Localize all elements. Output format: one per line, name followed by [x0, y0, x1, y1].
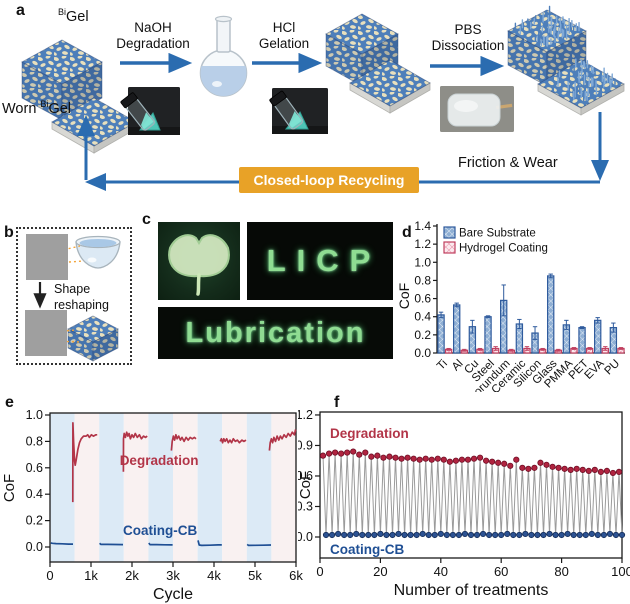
svg-text:1k: 1k [84, 568, 98, 583]
svg-text:0: 0 [46, 568, 53, 583]
reshaped-gel-cube-image [67, 315, 119, 362]
svg-text:0.6: 0.6 [26, 461, 43, 475]
svg-text:1.2: 1.2 [298, 408, 313, 422]
panel-d-label: d [402, 224, 412, 241]
svg-text:1.0: 1.0 [26, 408, 43, 422]
dissociated-brush-slab-image [537, 58, 625, 116]
svg-text:0.6: 0.6 [414, 292, 431, 306]
bigel-base: Gel [66, 8, 89, 25]
licp-photo: LICP [247, 222, 393, 300]
cof-cycle-line-chart: 0.0 0.2 0.4 0.6 0.8 1.0 0 1k 2k 3k 4k 5k 6k Cycle CoF D… [1, 408, 303, 603]
worn-bigel-label: Worn BiGel [2, 99, 71, 117]
svg-text:0.8: 0.8 [414, 273, 431, 287]
worn-prefix: Worn [2, 100, 41, 117]
panel-b-label: b [4, 224, 14, 241]
svg-text:Ti: Ti [435, 358, 450, 373]
panel-c-label: c [142, 211, 151, 228]
svg-text:CoF: CoF [298, 471, 314, 499]
svg-text:0.8: 0.8 [26, 434, 43, 448]
svg-text:Al: Al [450, 358, 466, 374]
mold-square-bottom [25, 310, 67, 356]
mold-square-top [26, 234, 68, 280]
svg-text:0: 0 [316, 564, 323, 579]
svg-text:100: 100 [611, 564, 630, 579]
svg-text:PU: PU [603, 358, 623, 378]
svg-text:Degradation: Degradation [330, 426, 409, 441]
vial-photo-1 [120, 87, 180, 135]
svg-text:Number of treatments: Number of treatments [394, 582, 549, 599]
svg-text:0.9: 0.9 [298, 438, 313, 452]
svg-text:1.4: 1.4 [414, 219, 431, 233]
svg-text:Degradation: Degradation [120, 453, 199, 468]
svg-text:1.2: 1.2 [414, 237, 431, 251]
watch-glass-bowl-icon [75, 235, 121, 269]
svg-text:2k: 2k [125, 568, 139, 583]
friction-wear-label: Friction & Wear [458, 155, 558, 171]
gel-sheet-photo [440, 86, 514, 132]
svg-text:5k: 5k [248, 568, 262, 583]
panel-e-label: e [5, 394, 14, 411]
svg-text:20: 20 [373, 564, 387, 579]
round-flask-icon [199, 15, 248, 97]
svg-text:CoF: CoF [398, 283, 412, 309]
panel-a-label: a [16, 2, 25, 19]
worn-superscript: Bi [40, 99, 49, 109]
ginkgo-leaf-shape [168, 234, 230, 296]
svg-text:CoF: CoF [1, 474, 18, 502]
reshaping-dotted-box [16, 227, 132, 365]
svg-text:1.0: 1.0 [414, 255, 431, 269]
svg-text:6k: 6k [289, 568, 303, 583]
lubrication-photo: Lubrication [158, 307, 393, 359]
svg-text:4k: 4k [207, 568, 221, 583]
shape-reshaping-label: Shape reshaping [54, 282, 109, 312]
svg-text:0.0: 0.0 [414, 346, 431, 360]
closed-loop-recycling-banner: Closed-loop Recycling [239, 167, 419, 193]
svg-text:Coating-CB: Coating-CB [123, 523, 197, 538]
svg-text:0.0: 0.0 [298, 530, 313, 544]
dissociated-brush-block-image [507, 5, 587, 87]
svg-text:0.4: 0.4 [414, 310, 431, 324]
svg-text:Cycle: Cycle [153, 586, 193, 603]
vial-photo-2 [269, 88, 328, 134]
svg-text:Coating-CB: Coating-CB [330, 542, 404, 557]
svg-text:60: 60 [494, 564, 508, 579]
bigel-label: BiGel [58, 7, 89, 25]
svg-text:40: 40 [434, 564, 448, 579]
bigel-block-image [21, 39, 103, 121]
svg-text:Bare Substrate: Bare Substrate [459, 228, 536, 240]
step-hcl-gelation: HCl Gelation [258, 20, 310, 52]
panel-f-label: f [334, 394, 340, 411]
ginkgo-leaf-photo [158, 222, 240, 300]
svg-text:0.2: 0.2 [414, 328, 431, 342]
step-naoh-degradation: NaOH Degradation [116, 20, 190, 52]
licp-glow-text: LICP [266, 243, 382, 278]
svg-text:80: 80 [554, 564, 568, 579]
lubrication-glow-text: Lubrication [185, 316, 366, 349]
worn-base: Gel [48, 100, 72, 117]
svg-text:Hydrogel Coating: Hydrogel Coating [459, 243, 548, 255]
svg-text:0.0: 0.0 [26, 540, 43, 554]
bigel-superscript: Bi [58, 7, 67, 17]
svg-text:3k: 3k [166, 568, 180, 583]
regelated-slab-image [349, 59, 431, 114]
svg-text:0.4: 0.4 [26, 487, 43, 501]
svg-text:0.2: 0.2 [26, 514, 43, 528]
cof-treatments-chart: 0.0 0.3 0.6 0.9 1.2 0 20 40 60 80 100 Number of tre… [298, 408, 630, 599]
svg-text:0.6: 0.6 [298, 469, 313, 483]
step-pbs-dissociation: PBS Dissociation [431, 22, 505, 54]
svg-text:0.3: 0.3 [298, 499, 313, 513]
